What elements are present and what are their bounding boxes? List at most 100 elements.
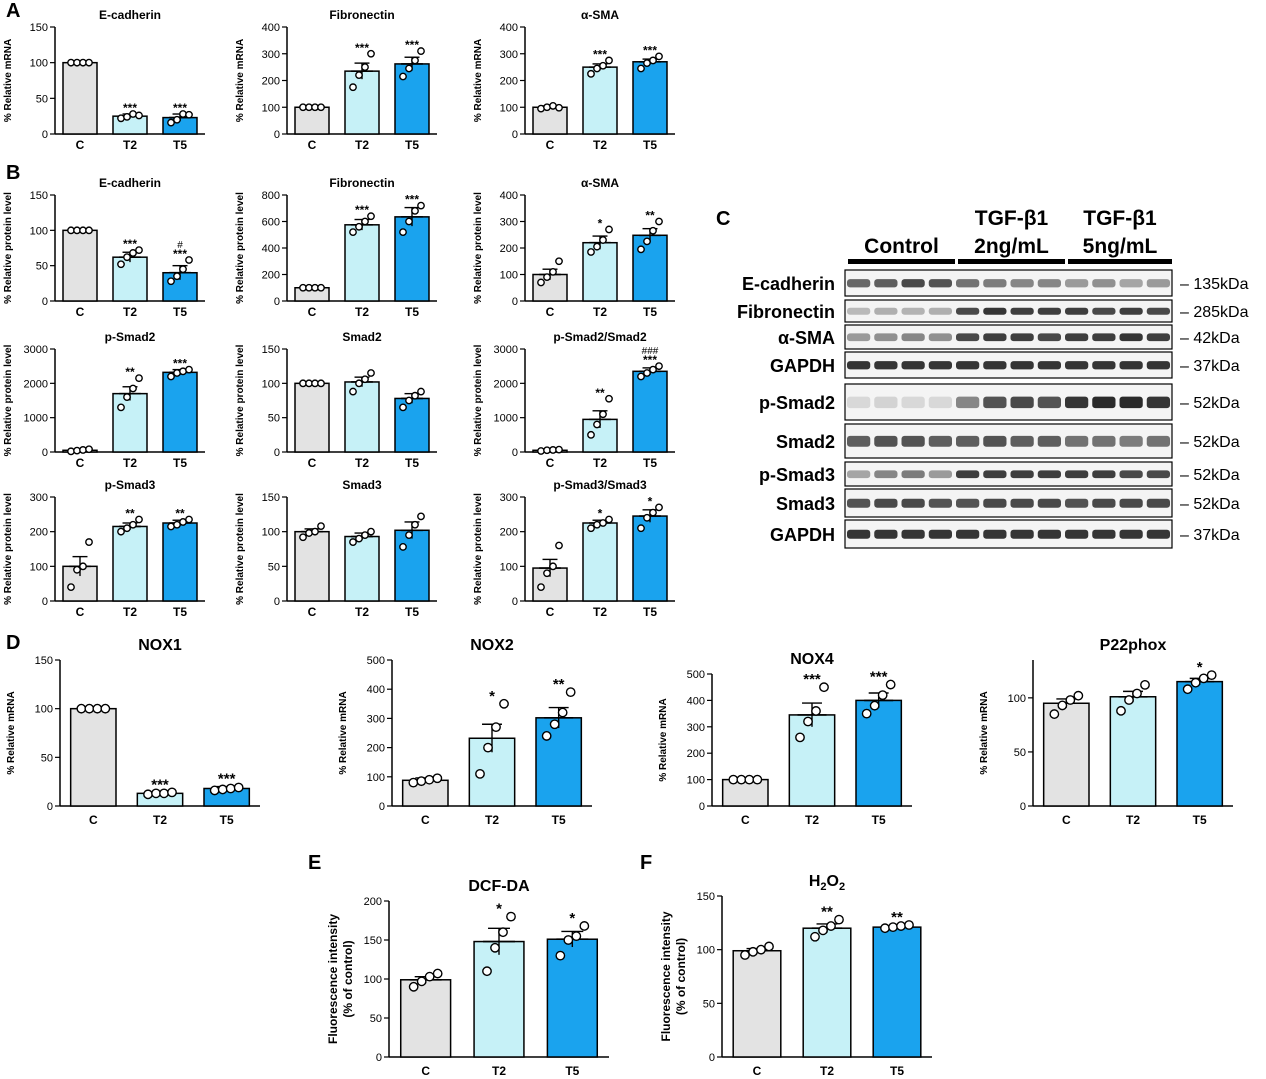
y-tick-label: 0 [47,801,53,813]
data-point [417,387,425,396]
significance-mark: *** [405,38,419,52]
band [1065,333,1089,342]
data-point [117,527,125,536]
group-label-line1: Control [864,235,939,258]
band [874,435,898,447]
data-point [317,283,325,292]
band [874,396,898,409]
y-axis-label: % Relative mRNA [979,691,990,774]
significance-mark: * [598,507,603,521]
blot-row: α-SMA – 42kDa [778,324,1240,350]
blot-size-label: – 52kDa [1180,467,1240,484]
chart-title: p-Smad2 [105,330,156,344]
band [928,498,952,508]
band [1037,361,1061,370]
band [901,361,925,370]
y-tick-label: 100 [30,58,48,70]
x-tick-label: C [308,138,317,152]
data-point [399,543,407,551]
band [874,529,898,539]
data-point [643,237,651,246]
data-point [649,56,657,65]
data-point [417,201,425,210]
x-tick-label: T5 [552,813,566,827]
y-tick-label: 200 [500,76,518,88]
y-axis-label: % Relative protein level [235,344,246,456]
significance-mark-hash: # [177,240,183,251]
x-tick-label: C [76,605,85,619]
chart-b3: α-SMA 0 100 200 300 400 % Relative protein lev… [473,176,675,319]
x-tick-label: T5 [643,605,657,619]
data-point [1140,679,1150,690]
blot-frame [844,351,1173,379]
significance-mark: *** [123,237,137,251]
blot-size-label: – 135kDa [1180,276,1249,293]
bar-t5 [535,717,583,807]
y-tick-label: 100 [500,102,518,114]
chart-title: P22phox [1100,637,1167,654]
data-point [537,583,545,592]
chart-title: NOX2 [470,637,514,654]
data-point [748,946,758,957]
y-tick-label: 300 [500,49,518,61]
data-point [605,515,613,524]
band [1119,307,1143,315]
y-tick-label: 0 [379,801,385,813]
x-tick-label: C [546,456,555,470]
x-tick-label: C [76,456,85,470]
blot-row: E-cadherin – 135kDa [742,269,1249,297]
x-tick-label: C [741,813,750,827]
band [1146,279,1170,288]
x-tick-label: T2 [593,605,607,619]
y-tick-label: 100 [697,945,715,957]
y-tick-label: 300 [30,492,48,504]
y-tick-label: 50 [41,752,53,764]
band [1037,396,1061,409]
data-point [880,923,890,934]
bar-t2 [112,525,148,602]
y-tick-label: 200 [364,896,382,908]
blot-row-label: α-SMA [778,328,835,348]
data-point [475,768,485,779]
y-tick-label: 0 [512,129,518,141]
chart-title: Fibronectin [329,176,394,190]
band [956,279,980,288]
data-point [599,61,607,70]
x-tick-label: T2 [593,138,607,152]
blot-row: Smad3 – 52kDa [776,488,1240,518]
y-tick-label: 100 [500,561,518,573]
y-tick-label: 100 [364,974,382,986]
significance-mark: * [1197,659,1203,676]
x-tick-label: T2 [355,456,369,470]
data-point [756,944,766,955]
data-point [491,722,501,733]
chart-e: DCF-DA 0 50 100 150 200 Fluorescence intensity… [326,878,609,1078]
data-point [185,365,193,374]
bar-t2 [582,66,618,135]
data-point [869,700,880,711]
band [1065,361,1089,370]
band [847,435,871,447]
data-point [233,782,244,793]
data-point [482,966,492,977]
y-tick-label: 400 [262,243,280,255]
data-point [173,115,181,124]
band [1092,307,1116,315]
y-tick-label: 50 [268,413,280,425]
band [1065,279,1089,288]
y-tick-label: 100 [262,378,280,390]
blot-row-label: Fibronectin [737,302,835,322]
data-point [593,242,601,251]
data-point [1124,695,1134,705]
band [956,307,980,315]
y-axis-label-2: (% of control) [674,938,688,1015]
data-point [549,267,557,276]
y-tick-label: 50 [370,1013,382,1025]
y-axis-label: % Relative protein level [473,344,484,456]
data-point [67,583,75,592]
blot-row: p-Smad2 – 52kDa [759,383,1240,421]
band [1065,529,1089,539]
data-point [537,278,545,287]
data-point [563,935,574,945]
bar-t2 [473,940,525,1058]
